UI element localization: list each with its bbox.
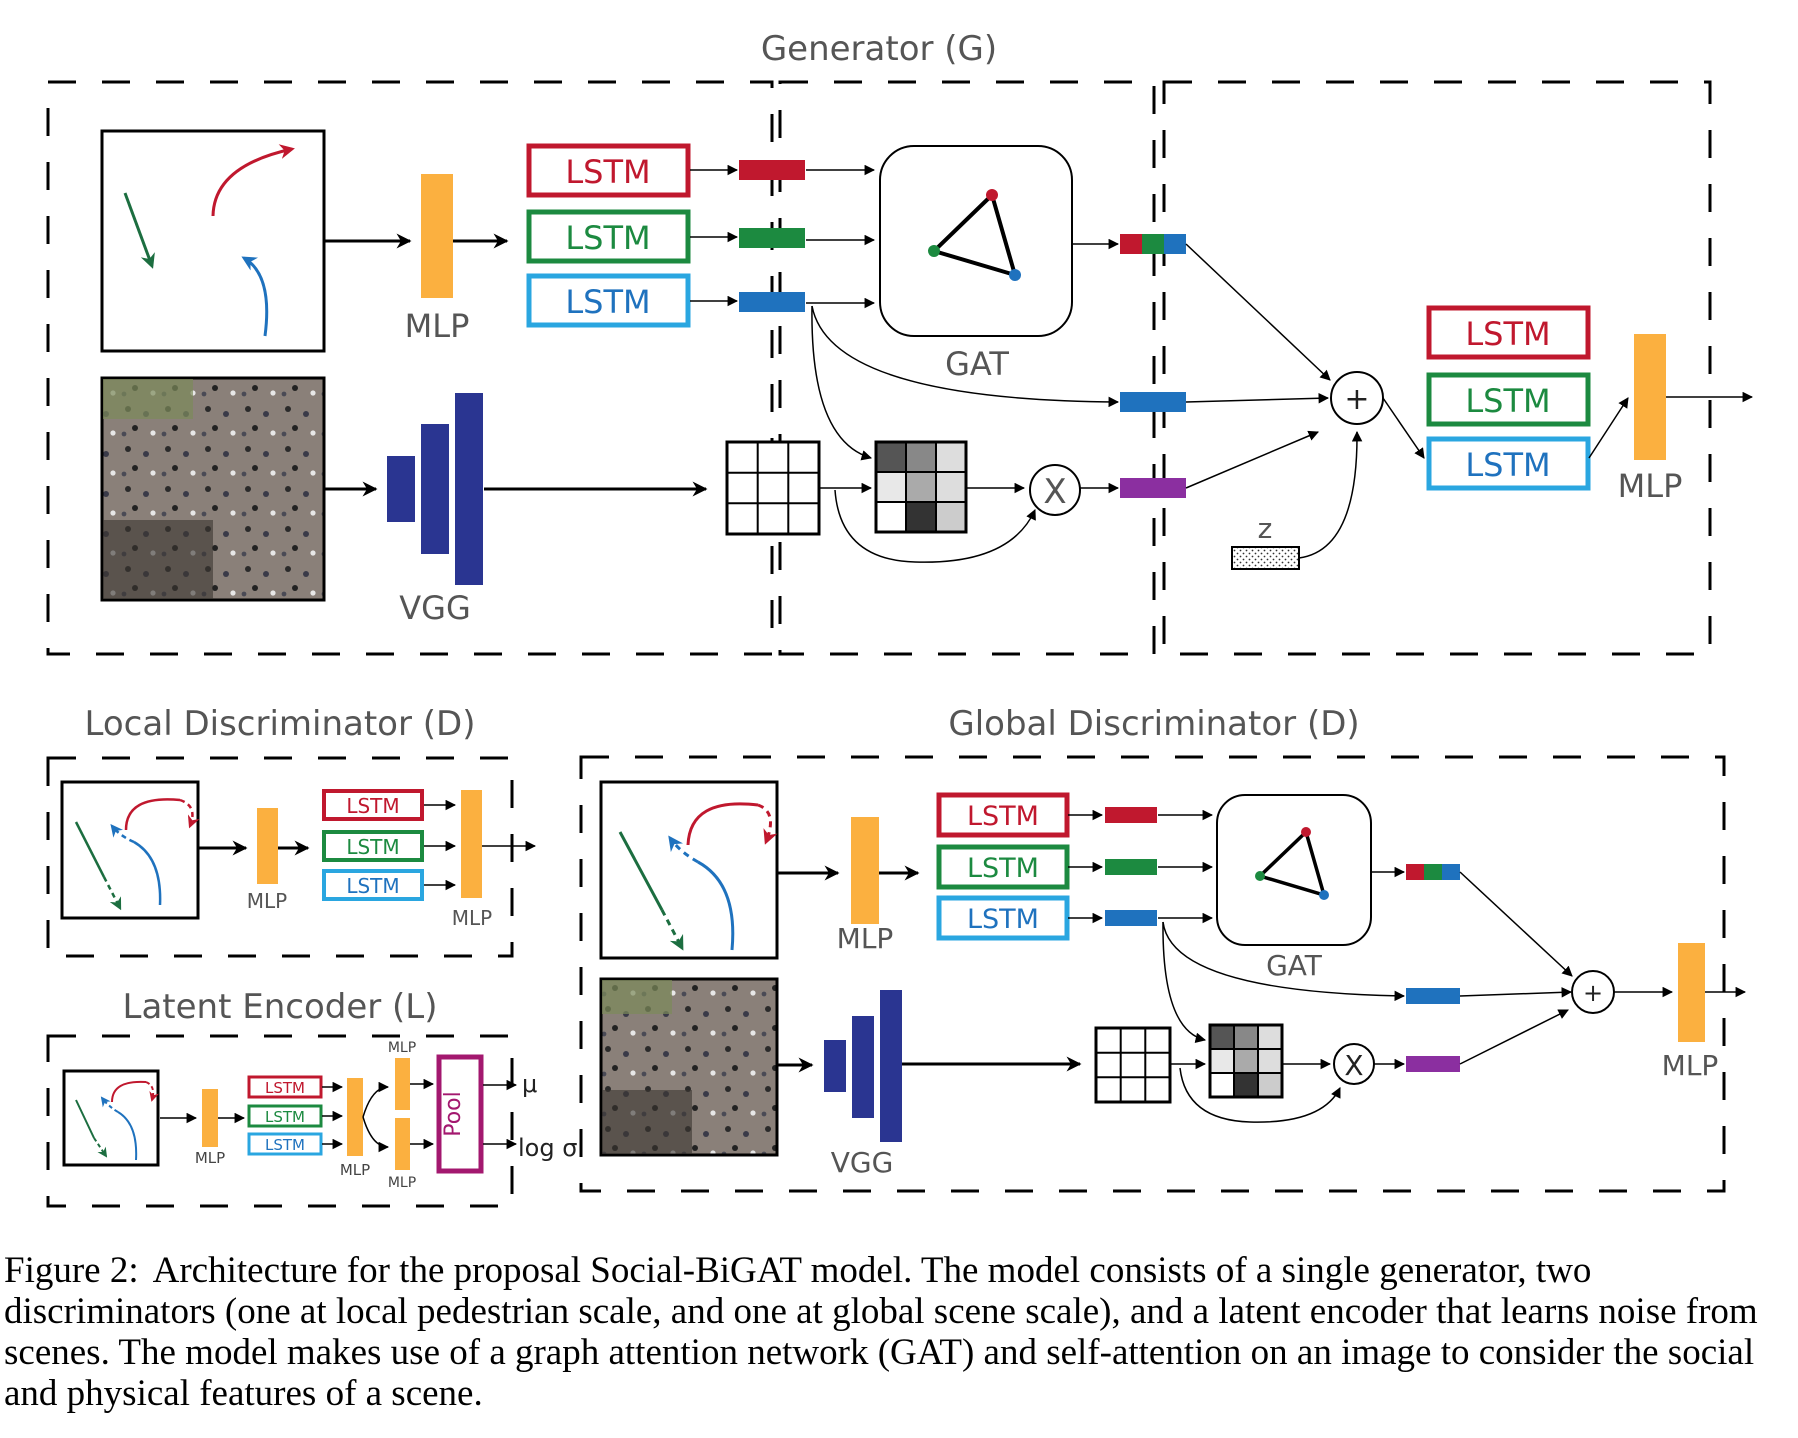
attention-map — [874, 440, 968, 534]
global-attention-map — [1208, 1023, 1284, 1099]
blue-trajectory — [241, 256, 269, 337]
vgg-layer-3 — [455, 393, 483, 585]
figure-caption: Figure 2: Architecture for the proposal S… — [4, 1250, 1794, 1414]
svg-text:MLP: MLP — [837, 922, 894, 955]
svg-text:+: + — [1344, 382, 1369, 417]
svg-text:MLP: MLP — [340, 1161, 370, 1179]
latent-enc-frame — [46, 1034, 514, 1208]
global-feature-grid — [1094, 1026, 1172, 1104]
gat-label: GAT — [945, 345, 1009, 383]
svg-text:LSTM: LSTM — [967, 801, 1039, 832]
noise-vector — [1231, 546, 1300, 570]
skip-embedding — [1120, 392, 1186, 412]
out-mlp-label: MLP — [1618, 467, 1683, 505]
svg-text:LSTM: LSTM — [565, 219, 650, 257]
trajectory-box — [100, 129, 326, 353]
svg-text:LSTM: LSTM — [265, 1136, 305, 1154]
svg-text:LSTM: LSTM — [1465, 446, 1550, 484]
global-out-mlp-block — [1678, 943, 1705, 1042]
global-disc-title: Global Discriminator (D) — [948, 704, 1359, 744]
svg-text:LSTM: LSTM — [265, 1079, 305, 1097]
latent-mlp-top — [395, 1058, 410, 1110]
local-disc-title: Local Discriminator (D) — [85, 704, 476, 744]
out-lstm-blue — [1426, 436, 1591, 491]
vgg-layer-2 — [421, 424, 449, 554]
latent-traj-box — [62, 1069, 160, 1167]
embedding-green — [739, 228, 805, 248]
svg-text:LSTM: LSTM — [265, 1108, 305, 1126]
local-discriminator-section: Local Discriminator (D) MLP LSTM LSTM LS… — [46, 704, 537, 958]
local-out-mlp-block — [461, 790, 482, 898]
embedding-blue — [739, 292, 805, 312]
logsigma-label: log σ — [518, 1134, 577, 1162]
svg-text:MLP: MLP — [1662, 1049, 1719, 1082]
latent-mlp2-block — [347, 1078, 363, 1156]
svg-text:LSTM: LSTM — [346, 874, 399, 898]
lstm-green — [526, 209, 691, 264]
vgg-label: VGG — [399, 589, 470, 627]
vgg-layer-1 — [387, 456, 415, 522]
feature-grid — [725, 440, 821, 536]
green-trajectory — [123, 192, 155, 269]
svg-text:MLP: MLP — [247, 889, 287, 913]
svg-text:LSTM: LSTM — [565, 153, 650, 191]
global-mlp-block — [851, 817, 879, 924]
svg-text:MLP: MLP — [388, 1040, 416, 1056]
generator-section: Generator (G) MLP LSTM LSTM LSTM — [46, 29, 1754, 656]
svg-text:+: + — [1583, 979, 1603, 1007]
gat-box — [879, 145, 1073, 337]
svg-text:MLP: MLP — [388, 1175, 416, 1191]
out-mlp-block — [1634, 334, 1666, 460]
svg-text:LSTM: LSTM — [1465, 315, 1550, 353]
embedding-red — [739, 160, 805, 180]
noise-label: z — [1258, 512, 1273, 545]
svg-text:LSTM: LSTM — [967, 904, 1039, 935]
svg-text:X: X — [1344, 1049, 1363, 1082]
mlp-label: MLP — [405, 307, 470, 345]
generator-frame-2 — [778, 80, 1156, 656]
svg-text:LSTM: LSTM — [565, 283, 650, 321]
gat-output-embedding — [1164, 234, 1186, 254]
red-trajectory — [211, 144, 295, 217]
pool-block — [436, 1054, 484, 1174]
mlp-block — [421, 174, 453, 298]
mu-label: μ — [522, 1070, 537, 1098]
latent-mlp-block — [202, 1089, 218, 1147]
latent-encoder-section: Latent Encoder (L) MLP LSTM LSTM LSTM ML… — [46, 987, 577, 1208]
svg-text:MLP: MLP — [452, 906, 492, 930]
svg-text:GAT: GAT — [1266, 949, 1323, 982]
svg-text:LSTM: LSTM — [967, 853, 1039, 884]
lstm-red — [526, 143, 691, 198]
svg-text:Pool: Pool — [441, 1091, 466, 1137]
generator-frame-3 — [1162, 80, 1712, 656]
caption-text: Architecture for the proposal Social-BiG… — [4, 1250, 1758, 1414]
architecture-diagram: Generator (G) MLP LSTM LSTM LSTM — [46, 29, 1754, 1208]
global-traj-box — [599, 780, 779, 960]
global-discriminator-section: Global Discriminator (D) MLP LSTM LSTM L… — [579, 704, 1747, 1193]
multiply-op — [1029, 464, 1081, 516]
global-gat-box — [1216, 794, 1372, 946]
generator-lstm-stack: LSTM LSTM LSTM — [526, 143, 691, 328]
svg-text:MLP: MLP — [195, 1149, 225, 1167]
svg-text:X: X — [1043, 472, 1066, 512]
svg-text:VGG: VGG — [831, 1146, 894, 1179]
svg-text:LSTM: LSTM — [346, 794, 399, 818]
local-traj-box — [60, 780, 200, 920]
out-lstm-red — [1426, 305, 1591, 360]
lstm-blue — [526, 273, 691, 328]
out-lstm-green — [1426, 372, 1591, 427]
global-disc-frame — [579, 755, 1726, 1193]
latent-mlp-bottom — [395, 1118, 410, 1170]
attention-embedding — [1120, 478, 1186, 498]
local-disc-frame — [46, 756, 514, 958]
local-mlp-block — [257, 808, 278, 884]
svg-text:LSTM: LSTM — [1465, 382, 1550, 420]
figure-number: Figure 2: — [4, 1250, 139, 1291]
latent-enc-title: Latent Encoder (L) — [123, 987, 438, 1027]
svg-text:LSTM: LSTM — [346, 835, 399, 859]
generator-title: Generator (G) — [761, 29, 997, 69]
